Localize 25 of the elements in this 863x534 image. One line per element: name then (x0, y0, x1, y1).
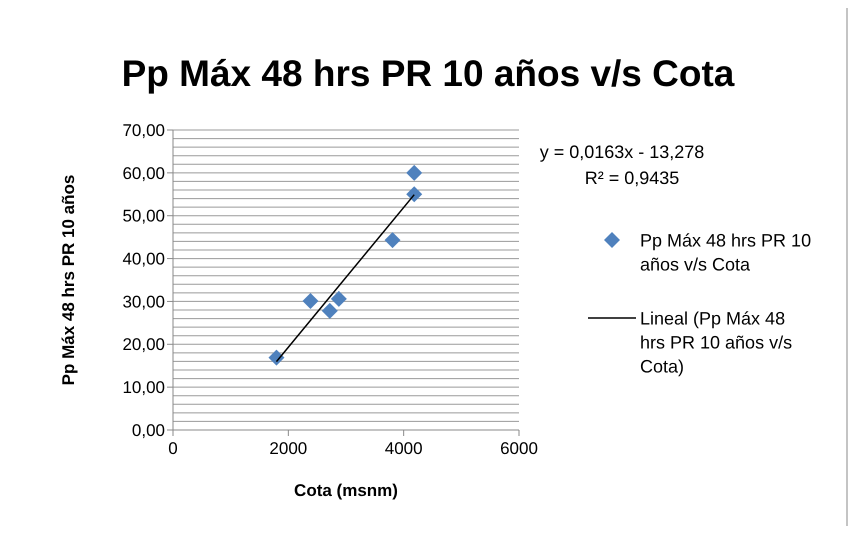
y-tick-label: 0,00 (132, 420, 165, 440)
x-tick-label: 2000 (269, 439, 308, 458)
text: R² = 0,9435 (584, 168, 680, 188)
chart-title: Pp Máx 48 hrs PR 10 años v/s Cota (122, 53, 735, 94)
point (406, 164, 422, 181)
x-tick-label: 6000 (500, 439, 538, 458)
y-tick-label: 40,00 (122, 250, 165, 269)
y-tick-label: 70,00 (122, 120, 165, 140)
x-tick-label: 4000 (384, 439, 423, 458)
point (330, 290, 347, 307)
text: y = 0,0163x - 13,278 (540, 142, 704, 162)
y-tick-label: 30,00 (122, 292, 165, 312)
legend-label: Lineal (Pp Máx 48 hrs PR 10 años v/s Cota) (640, 308, 792, 376)
y-tick-label: 50,00 (122, 206, 165, 226)
legend-label: Pp Máx 48 hrs PR 10 años v/s Cota (640, 230, 812, 274)
point (302, 293, 318, 309)
point (384, 232, 401, 248)
y-tick-label: 20,00 (122, 335, 165, 354)
x-axis-title: Cota (msnm) (294, 481, 398, 500)
point (322, 302, 338, 319)
y-tick-label: 60,00 (122, 164, 165, 183)
y-tick-label: 10,00 (122, 378, 165, 398)
y-axis-title: Pp Máx 48 hrs PR 10 años (59, 174, 78, 386)
point (406, 186, 422, 202)
x-tick-label: 0 (168, 439, 178, 458)
